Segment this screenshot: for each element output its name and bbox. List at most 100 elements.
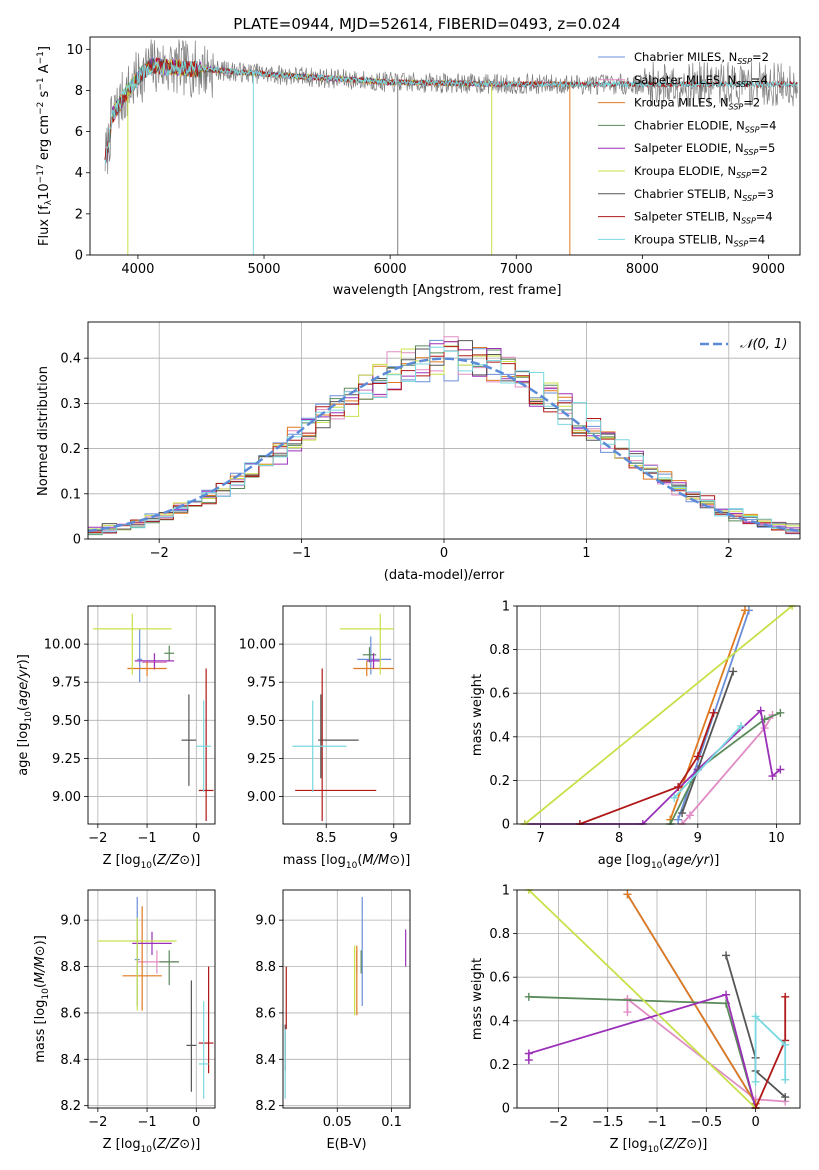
y-tick-label: 10	[66, 43, 83, 58]
x-axis-label: wavelength [Angstrom, rest frame]	[333, 283, 562, 298]
panel-residuals: −2 −1 0 1 2 0 0.1 0.2 0.3 0.4 𝒩(0, 1) (data-model)/…	[36, 321, 801, 583]
legend-entry: Salpeter MILES, NSSP=4	[634, 73, 768, 89]
weight-marker	[781, 1075, 790, 1084]
weight-marker	[623, 890, 632, 899]
y-tick-label: 0.2	[489, 1058, 510, 1073]
x-tick-label: 7	[536, 831, 544, 846]
weight-marker	[693, 752, 702, 761]
legend: 𝒩(0, 1)	[700, 337, 787, 352]
axis-label: Z [log10(Z/Z⊙)]	[103, 853, 201, 871]
x-tick-label: 1	[582, 546, 590, 561]
x-tick-label: 9	[390, 831, 398, 846]
axes-frame	[516, 605, 801, 825]
y-tick-label: 0.6	[489, 687, 510, 702]
y-axis-label: mass weight	[470, 674, 485, 756]
plot-area	[284, 896, 407, 1099]
weight-marker	[524, 1049, 533, 1058]
weight-line	[579, 712, 715, 825]
y-tick-label: 8.2	[255, 1099, 276, 1114]
y-tick-label: 0	[502, 818, 510, 833]
weight-line	[669, 610, 746, 820]
panel-weight-vs-age: 7 8 9 10 0 0.2 0.4 0.6 0.8 1 age [log10(age/yr)] ma…	[470, 600, 801, 871]
model-spectrum	[104, 56, 798, 162]
y-axis-label: Flux [fλ10−17 erg cm−2 s−1 A−1]	[36, 46, 54, 246]
x-tick-label: 5000	[247, 262, 280, 277]
weight-marker	[737, 721, 746, 730]
weight-marker	[623, 995, 632, 1003]
weight-marker	[776, 708, 785, 717]
legend-entry: Salpeter ELODIE, NSSP=5	[634, 141, 775, 157]
x-tick-label: 4000	[121, 262, 154, 277]
y-tick-label: 9.75	[52, 676, 81, 691]
axes-frame	[282, 889, 411, 1109]
axes-frame	[87, 321, 801, 540]
weight-marker	[685, 811, 694, 820]
y-tick-label: 8.8	[255, 960, 276, 975]
y-tick-label: 0.3	[60, 397, 81, 412]
grid	[517, 889, 800, 1109]
y-tick-label: 10.00	[239, 638, 276, 653]
weight-line	[528, 889, 757, 1109]
plot-area	[92, 613, 214, 821]
x-tick-label: 0	[751, 1115, 759, 1130]
legend-entry: 𝒩(0, 1)	[740, 337, 787, 352]
axes-frame	[516, 889, 801, 1109]
axis-label: age [log10(age/yr)]	[598, 853, 720, 871]
residual-histogram	[88, 346, 800, 535]
weight-marker	[722, 990, 731, 999]
axes-frame	[87, 889, 216, 1109]
weight-line	[524, 708, 781, 825]
x-tick-label: 0	[192, 831, 200, 846]
y-axis-label: Normed distribution	[36, 366, 51, 496]
panel-spectrum: 4000 5000 6000 7000 8000 9000 0 2 4 6 8 10 Chabrier …	[36, 36, 801, 298]
y-tick-label: 0	[75, 249, 83, 264]
y-tick-label: 9.0	[60, 914, 81, 929]
plot-area	[87, 336, 801, 536]
y-tick-label: 0.2	[60, 442, 81, 457]
weight-line	[626, 997, 786, 1103]
figure-title: PLATE=0944, MJD=52614, FIBERID=0493, z=0…	[233, 15, 620, 33]
y-tick-label: 8.2	[60, 1099, 81, 1114]
y-tick-label: 9.00	[52, 790, 81, 805]
weight-line	[681, 714, 774, 825]
weight-line	[673, 725, 742, 799]
residual-histogram	[88, 340, 800, 532]
axis-label: mass [log10(M/M⊙)]	[33, 935, 51, 1063]
y-tick-label: 1	[502, 884, 510, 899]
panel-age-vs-mass: 8.5 9 9.00 9.25 9.50 9.75 10.00 mass [log10(M/M…	[239, 605, 411, 871]
x-tick-label: −1	[137, 1115, 156, 1130]
y-tick-label: 8.4	[255, 1053, 276, 1068]
axes-frame	[87, 605, 216, 825]
panel-age-vs-Z: −2 −1 0 9.00 9.25 9.50 9.75 10.00 Z [log10(Z/Z⊙)…	[16, 605, 216, 871]
residual-histogram	[88, 345, 800, 531]
x-tick-label: −0.5	[691, 1115, 723, 1130]
legend-entry: Chabrier MILES, NSSP=2	[634, 50, 769, 66]
weight-line	[524, 605, 793, 825]
weight-marker	[756, 706, 765, 715]
y-tick-label: 0.8	[489, 643, 510, 658]
x-tick-label: −1	[137, 831, 156, 846]
weight-marker	[722, 951, 731, 960]
x-tick-label: −2	[150, 546, 169, 561]
x-tick-label: −2	[88, 1115, 107, 1130]
weight-marker	[751, 1012, 760, 1021]
x-tick-label: 0.05	[323, 1115, 352, 1130]
grid	[283, 890, 410, 1108]
y-tick-label: 4	[75, 166, 83, 181]
weight-marker	[670, 793, 679, 802]
y-tick-label: 1	[502, 600, 510, 615]
y-tick-label: 10.00	[44, 638, 81, 653]
y-tick-label: 8	[75, 84, 83, 99]
y-tick-label: 8.8	[60, 960, 81, 975]
y-tick-label: 8.6	[255, 1006, 276, 1021]
legend-entry: Salpeter STELIB, NSSP=4	[634, 210, 773, 226]
x-tick-label: 7000	[500, 262, 533, 277]
plot-area	[292, 613, 394, 821]
weight-marker	[776, 765, 785, 774]
weight-marker	[674, 782, 683, 791]
x-tick-label: −1.5	[592, 1115, 624, 1130]
y-tick-label: 0.8	[489, 927, 510, 942]
grid	[88, 890, 215, 1108]
legend-entry: Kroupa ELODIE, NSSP=2	[634, 164, 768, 180]
